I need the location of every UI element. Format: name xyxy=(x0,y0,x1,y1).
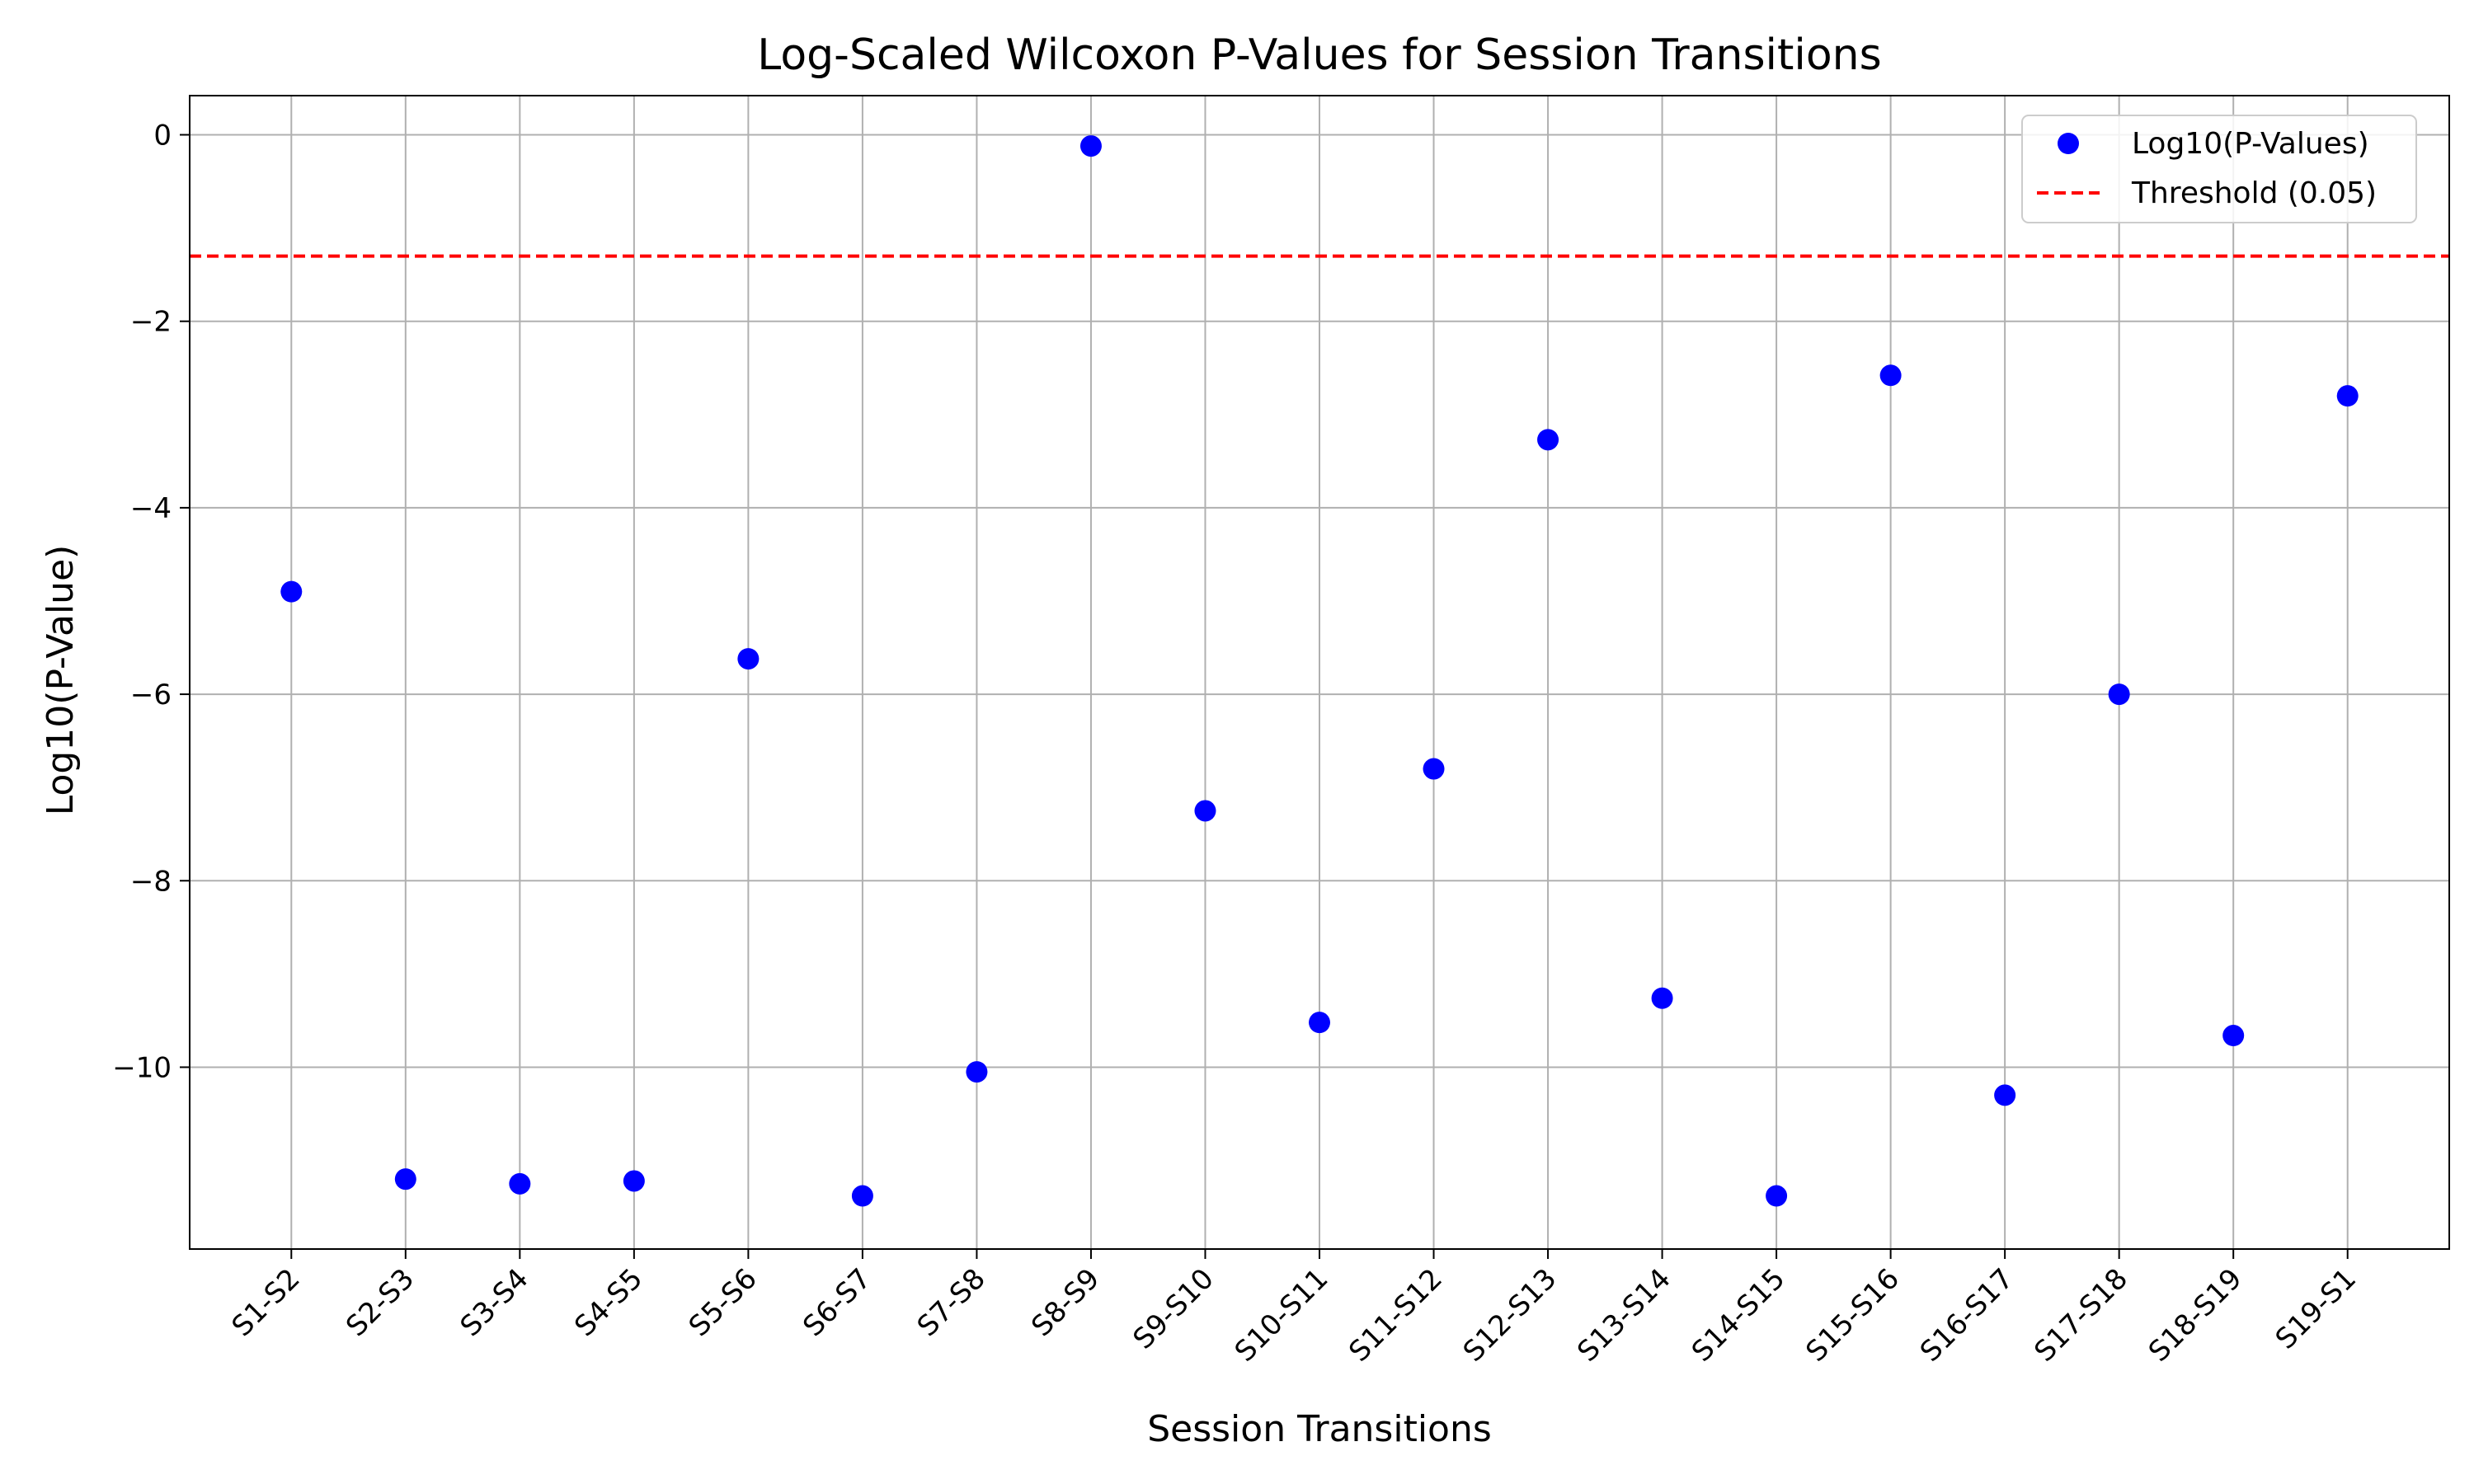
x-tick-label: S12-S13 xyxy=(1457,1262,1564,1369)
grid xyxy=(190,96,2449,1249)
y-axis-ticks: 0 −2 −4 −6 −8 −10 xyxy=(112,120,190,1084)
x-tick-label: S1-S2 xyxy=(226,1262,307,1343)
x-tick-label: S7-S8 xyxy=(911,1262,992,1343)
x-tick-label: S17-S18 xyxy=(2028,1262,2134,1369)
data-point xyxy=(1879,364,1902,387)
data-point xyxy=(2336,385,2359,407)
data-point xyxy=(1423,758,1445,780)
plot-frame xyxy=(189,95,2450,1250)
data-point xyxy=(1537,429,1559,451)
x-axis-ticks: S1-S2 S2-S3 S3-S4 S4-S5 S5-S6 S6-S7 S7-S8 S8-S9… xyxy=(226,1249,2363,1369)
data-point xyxy=(1194,800,1216,822)
data-point xyxy=(623,1170,645,1192)
legend-label-threshold: Threshold (0.05) xyxy=(2131,176,2377,210)
y-axis-label: Log10(P-Value) xyxy=(40,545,82,816)
y-tick-label: 0 xyxy=(153,120,172,153)
y-tick-label: −2 xyxy=(130,306,172,339)
y-tick-label: −8 xyxy=(130,865,172,898)
x-axis-label: Session Transitions xyxy=(1147,1408,1492,1450)
x-tick-label: S13-S14 xyxy=(1571,1262,1677,1369)
x-tick-label: S4-S5 xyxy=(568,1262,649,1343)
x-tick-label: S5-S6 xyxy=(683,1262,764,1343)
y-tick-label: −6 xyxy=(130,679,172,711)
x-tick-label: S3-S4 xyxy=(454,1262,535,1343)
x-tick-label: S10-S11 xyxy=(1229,1262,1335,1369)
y-tick-label: −10 xyxy=(112,1051,172,1084)
data-point xyxy=(2108,683,2130,706)
x-tick-label: S11-S12 xyxy=(1343,1262,1449,1369)
legend-scatter-marker xyxy=(2058,133,2079,154)
data-point xyxy=(851,1185,873,1207)
x-tick-label: S19-S1 xyxy=(2269,1262,2363,1355)
data-point xyxy=(1651,987,1673,1009)
data-point xyxy=(1079,135,1102,157)
x-tick-label: S6-S7 xyxy=(797,1262,877,1343)
x-tick-label: S2-S3 xyxy=(340,1262,421,1343)
legend-box xyxy=(2021,115,2417,223)
legend: Log10(P-Values) Threshold (0.05) xyxy=(2021,115,2417,223)
x-tick-label: S18-S19 xyxy=(2142,1262,2249,1369)
data-point xyxy=(1309,1012,1330,1034)
x-tick-label: S14-S15 xyxy=(1686,1262,1792,1369)
data-point xyxy=(280,580,303,603)
x-tick-label: S16-S17 xyxy=(1914,1262,2020,1369)
data-point xyxy=(966,1061,988,1083)
legend-label-pvalues: Log10(P-Values) xyxy=(2132,127,2369,161)
y-tick-label: −4 xyxy=(130,492,172,525)
data-point xyxy=(1766,1185,1788,1207)
data-point xyxy=(737,648,760,670)
data-point xyxy=(509,1172,531,1195)
data-point xyxy=(1994,1084,2016,1106)
x-tick-label: S9-S10 xyxy=(1126,1262,1220,1355)
x-tick-label: S8-S9 xyxy=(1025,1262,1106,1343)
data-point xyxy=(394,1168,416,1190)
chart-title: Log-Scaled Wilcoxon P-Values for Session… xyxy=(757,31,1881,80)
x-tick-label: S15-S16 xyxy=(1799,1262,1906,1369)
data-point xyxy=(2222,1025,2245,1047)
data-points xyxy=(280,135,2359,1207)
